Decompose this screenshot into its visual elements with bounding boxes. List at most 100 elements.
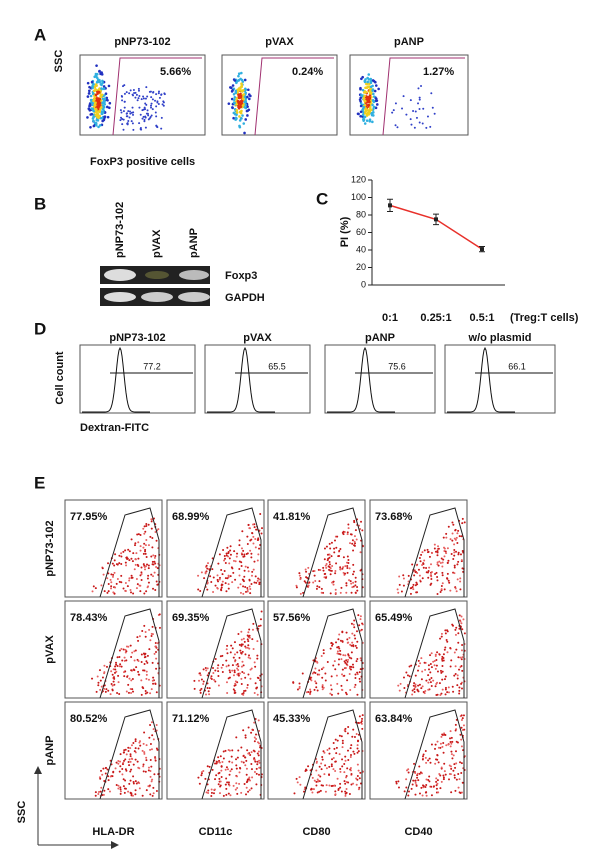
cell-dot [353,634,356,637]
cell-dot [218,792,221,795]
cell-dot [371,120,374,124]
cell-dot [143,532,146,535]
cell-dot [414,110,417,113]
cell-dot [336,682,339,685]
gate [99,507,160,598]
cell-dot [127,790,130,793]
cell-dot [437,564,440,567]
cell-dot [204,571,207,574]
cell-dot [148,90,151,93]
cell-dot [306,576,309,579]
cell-dot [256,693,259,696]
cell-dot [235,758,238,761]
cell-dot [312,788,315,791]
cell-dot [225,766,228,769]
cell-dot [345,591,348,594]
gate-percentage: 41.81% [273,511,311,523]
cell-dot [255,737,258,740]
cell-dot [359,114,362,118]
cell-dot [454,538,457,541]
y-tick-label: 100 [351,192,366,202]
cell-dot [98,669,101,672]
cell-dot [233,641,236,644]
cell-dot [137,533,140,536]
cell-dot [456,578,459,581]
cell-dot [368,94,372,97]
cell-dot [123,100,126,103]
cell-dot [140,693,143,696]
cell-dot [354,637,357,640]
cell-dot [349,668,352,671]
cell-dot [460,559,463,562]
cell-dot [324,790,327,793]
cell-dot [231,106,234,109]
cell-dot [430,92,433,95]
cell-dot [147,581,150,584]
cell-dot [122,550,125,553]
cell-dot [238,539,241,542]
cell-dot [425,126,428,129]
cell-dot [359,615,362,618]
cell-dot [142,687,145,690]
cell-dot [148,648,151,651]
cell-dot [365,82,368,86]
cell-dot [397,591,400,594]
cell-dot [253,721,256,724]
cell-dot [241,671,244,674]
cell-dot [336,650,339,653]
cell-dot [158,626,161,629]
cell-dot [102,767,105,770]
cell-dot [212,666,215,669]
cell-dot [118,554,121,557]
cell-dot [421,670,424,673]
cell-dot [134,758,137,761]
plot-title: w/o plasmid [468,332,532,344]
cell-dot [132,113,135,116]
cell-dot [227,781,230,784]
cell-dot [135,782,138,785]
cell-dot [453,564,456,567]
cell-dot [319,569,322,572]
y-tick-label: 0 [361,279,366,289]
cell-dot [217,772,220,775]
gate-percentage: 80.52% [70,713,108,725]
cell-dot [125,650,128,653]
cell-dot [151,661,154,664]
cell-dot [322,569,325,572]
cell-dot [150,96,153,99]
cell-dot [347,523,350,526]
gate [112,57,202,136]
gate [404,608,465,699]
cell-dot [337,645,340,648]
cell-dot [229,549,232,552]
cell-dot [88,89,91,93]
cell-dot [95,84,98,87]
cell-dot [255,581,258,584]
cell-dot [253,770,256,773]
cell-dot [149,535,152,538]
cell-dot [224,577,227,580]
cell-dot [425,566,428,569]
cell-dot [136,533,139,536]
cell-dot [444,646,447,649]
cell-dot [329,573,332,576]
cell-dot [247,93,251,96]
cell-dot [229,651,232,654]
cell-dot [435,777,438,780]
cell-dot [137,97,140,100]
cell-dot [248,527,251,530]
cell-dot [244,736,247,739]
cell-dot [258,759,261,762]
cell-dot [346,641,349,644]
cell-dot [253,661,256,664]
cell-dot [434,762,437,765]
cell-dot [451,757,454,760]
cell-dot [254,575,257,578]
cell-dot [258,742,261,745]
cell-dot [145,523,148,526]
cell-dot [238,560,241,563]
cell-dot [256,654,259,657]
cell-dot [458,791,461,794]
cell-dot [460,535,463,538]
cell-dot [127,120,130,123]
